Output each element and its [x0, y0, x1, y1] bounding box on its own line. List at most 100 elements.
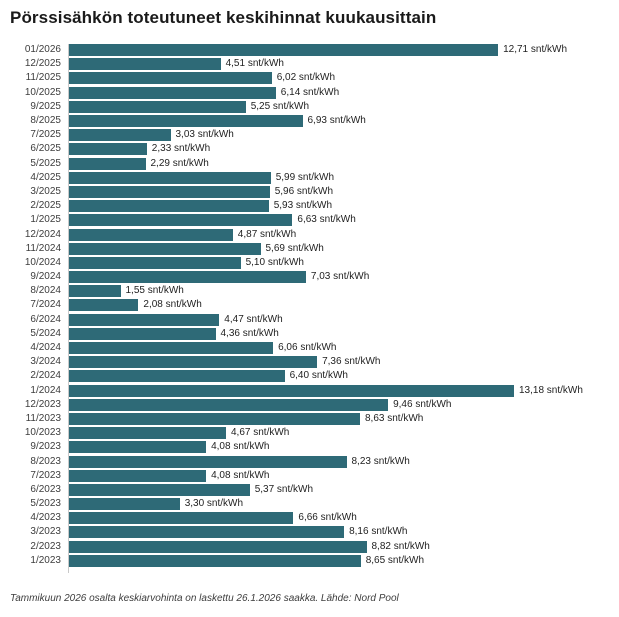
month-label: 01/2026 [24, 44, 61, 56]
plot-area: 13,18 snt/kWh [68, 384, 609, 397]
value-label: 6,63 snt/kWh [297, 214, 356, 226]
chart-row: 5/2023 3,30 snt/kWh [10, 498, 609, 511]
plot-area: 5,37 snt/kWh [68, 483, 609, 496]
value-label: 4,47 snt/kWh [224, 313, 283, 325]
plot-area: 4,67 snt/kWh [68, 427, 609, 440]
value-label: 5,37 snt/kWh [254, 483, 314, 495]
bar [68, 44, 499, 57]
y-axis-line [68, 44, 69, 573]
value-label: 5,69 snt/kWh [265, 242, 324, 254]
month-label: 2/2024 [30, 370, 61, 382]
bar [68, 157, 146, 170]
month-label: 5/2023 [30, 498, 61, 510]
plot-area: 6,06 snt/kWh [68, 342, 609, 355]
month-label: 3/2024 [30, 356, 61, 368]
plot-area: 8,65 snt/kWh [68, 554, 609, 567]
plot-area: 6,66 snt/kWh [68, 512, 609, 525]
bar [68, 228, 233, 241]
value-label: 7,03 snt/kWh [310, 271, 370, 283]
month-label: 8/2023 [30, 455, 61, 467]
month-label: 7/2025 [30, 129, 61, 141]
chart-row: 6/2025 2,33 snt/kWh [10, 143, 609, 156]
bar [68, 58, 221, 71]
value-label: 3,03 snt/kWh [175, 129, 234, 141]
value-label: 4,67 snt/kWh [231, 427, 290, 439]
month-label: 3/2023 [30, 526, 61, 538]
plot-area: 4,51 snt/kWh [68, 58, 609, 71]
bar [68, 469, 207, 482]
value-label: 8,16 snt/kWh [349, 526, 408, 538]
month-label: 12/2024 [24, 228, 61, 240]
bar [68, 72, 272, 85]
month-label: 9/2025 [30, 100, 61, 112]
plot-area: 5,25 snt/kWh [68, 100, 609, 113]
chart-row: 8/2023 8,23 snt/kWh [10, 455, 609, 468]
month-label: 7/2023 [30, 469, 61, 481]
bar [68, 129, 171, 142]
bar [68, 271, 306, 284]
value-label: 8,65 snt/kWh [365, 554, 425, 566]
plot-area: 8,63 snt/kWh [68, 412, 609, 425]
source-note: Tammikuun 2026 osalta keskiarvohinta on … [10, 592, 399, 604]
bar [68, 256, 241, 269]
month-label: 8/2025 [30, 115, 61, 127]
chart-row: 5/2024 4,36 snt/kWh [10, 327, 609, 340]
chart-row: 12/2025 4,51 snt/kWh [10, 58, 609, 71]
chart-row: 6/2023 5,37 snt/kWh [10, 483, 609, 496]
plot-area: 2,08 snt/kWh [68, 299, 609, 312]
plot-area: 3,03 snt/kWh [68, 129, 609, 142]
plot-area: 8,16 snt/kWh [68, 526, 609, 539]
month-label: 3/2025 [30, 185, 61, 197]
value-label: 5,96 snt/kWh [274, 185, 334, 197]
bar [68, 313, 220, 326]
month-label: 6/2023 [30, 483, 61, 495]
chart-row: 4/2025 5,99 snt/kWh [10, 171, 609, 184]
value-label: 8,82 snt/kWh [371, 540, 430, 552]
month-label: 1/2024 [30, 384, 61, 396]
chart-row: 7/2024 2,08 snt/kWh [10, 299, 609, 312]
value-label: 2,08 snt/kWh [143, 299, 202, 311]
chart-row: 11/2024 5,69 snt/kWh [10, 242, 609, 255]
chart-row: 1/2023 8,65 snt/kWh [10, 554, 609, 567]
chart-row: 7/2025 3,03 snt/kWh [10, 129, 609, 142]
value-label: 6,14 snt/kWh [280, 86, 340, 98]
value-label: 9,46 snt/kWh [393, 398, 452, 410]
plot-area: 8,23 snt/kWh [68, 455, 609, 468]
value-label: 1,55 snt/kWh [125, 285, 184, 297]
month-label: 4/2025 [30, 171, 61, 183]
plot-area: 2,29 snt/kWh [68, 157, 609, 170]
value-label: 2,29 snt/kWh [150, 157, 209, 169]
plot-area: 5,10 snt/kWh [68, 256, 609, 269]
plot-area: 5,99 snt/kWh [68, 171, 609, 184]
value-label: 5,25 snt/kWh [250, 100, 310, 112]
month-label: 10/2024 [24, 256, 61, 268]
chart-row: 12/2023 9,46 snt/kWh [10, 398, 609, 411]
month-label: 12/2025 [24, 58, 61, 70]
chart-row: 4/2024 6,06 snt/kWh [10, 342, 609, 355]
value-label: 4,51 snt/kWh [225, 58, 284, 70]
month-label: 10/2023 [24, 427, 61, 439]
month-label: 6/2024 [30, 313, 61, 325]
chart-row: 11/2023 8,63 snt/kWh [10, 412, 609, 425]
month-label: 6/2025 [30, 143, 61, 155]
chart-row: 2/2023 8,82 snt/kWh [10, 540, 609, 553]
bar [68, 143, 147, 156]
plot-area: 4,08 snt/kWh [68, 441, 609, 454]
bar [68, 384, 514, 397]
bar [68, 540, 367, 553]
chart-rows: 01/2026 12,71 snt/kWh 12/2025 4,51 snt/kWh 1… [10, 44, 609, 567]
plot-area: 6,40 snt/kWh [68, 370, 609, 383]
chart-row: 11/2025 6,02 snt/kWh [10, 72, 609, 85]
value-label: 8,23 snt/kWh [351, 455, 410, 467]
bar [68, 185, 270, 198]
month-label: 8/2024 [30, 285, 61, 297]
value-label: 6,40 snt/kWh [289, 370, 348, 382]
plot-area: 6,63 snt/kWh [68, 214, 609, 227]
value-label: 6,93 snt/kWh [307, 115, 366, 127]
plot-area: 1,55 snt/kWh [68, 285, 609, 298]
month-label: 12/2023 [24, 398, 61, 410]
value-label: 5,10 snt/kWh [245, 256, 304, 268]
plot-area: 6,93 snt/kWh [68, 115, 609, 128]
bar [68, 498, 180, 511]
chart-row: 4/2023 6,66 snt/kWh [10, 512, 609, 525]
